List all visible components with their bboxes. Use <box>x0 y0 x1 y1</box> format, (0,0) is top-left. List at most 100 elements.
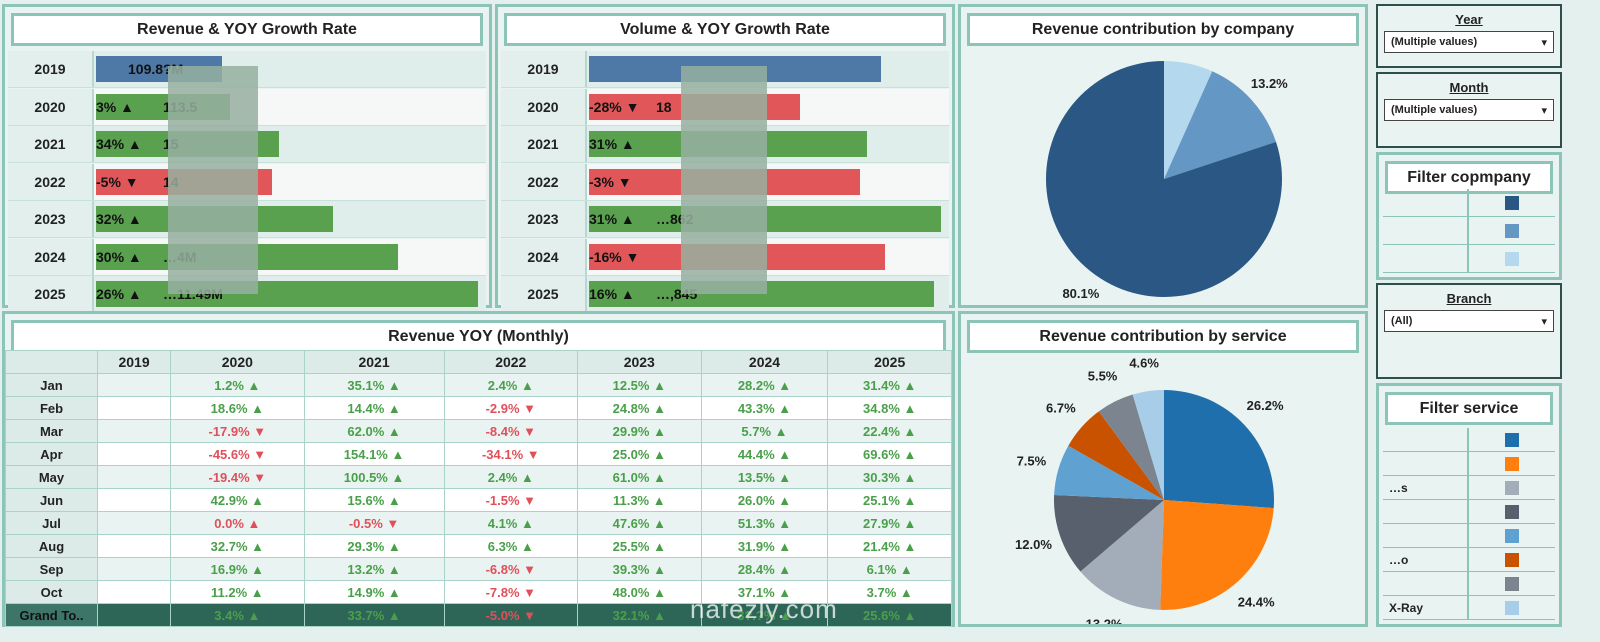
filter-legend-item[interactable] <box>1383 452 1555 476</box>
pie-slice[interactable] <box>1098 394 1164 500</box>
yoy-cell[interactable]: 61.0% ▲ <box>577 465 702 489</box>
yoy-cell[interactable]: 24.8% ▲ <box>577 396 702 420</box>
pie-slice[interactable] <box>1068 411 1164 500</box>
filter-legend-item[interactable] <box>1383 524 1555 548</box>
yoy-cell[interactable]: 0.0% ▲ <box>170 511 305 535</box>
filter-legend-item[interactable] <box>1383 500 1555 524</box>
yoy-cell[interactable]: 28.4% ▲ <box>700 557 829 581</box>
yoy-cell[interactable]: 31.9% ▲ <box>700 534 829 558</box>
yoy-cell[interactable]: 33.7% ▲ <box>303 603 445 627</box>
filter-legend-item[interactable] <box>1383 572 1555 596</box>
yoy-cell[interactable]: 51.3% ▲ <box>700 511 829 535</box>
yoy-cell[interactable] <box>96 534 172 558</box>
yoy-cell[interactable]: 2.4% ▲ <box>443 373 579 397</box>
yoy-cell[interactable]: -5.0% ▼ <box>443 603 579 627</box>
yoy-cell[interactable]: 44.4% ▲ <box>700 442 829 466</box>
pie-slice[interactable] <box>1046 61 1282 297</box>
yoy-cell[interactable]: -8.4% ▼ <box>443 419 579 443</box>
yoy-cell[interactable] <box>96 373 172 397</box>
yoy-cell[interactable]: 154.1% ▲ <box>303 442 445 466</box>
yoy-cell[interactable] <box>96 442 172 466</box>
yoy-cell[interactable]: 62.0% ▲ <box>303 419 445 443</box>
yoy-cell[interactable]: -45.6% ▼ <box>170 442 305 466</box>
yoy-cell[interactable]: 32.7% ▲ <box>170 534 305 558</box>
yoy-cell[interactable]: 48.0% ▲ <box>577 580 702 604</box>
yoy-cell[interactable]: 3.4% ▲ <box>170 603 305 627</box>
yoy-cell[interactable]: 1.2% ▲ <box>170 373 305 397</box>
yoy-cell[interactable] <box>96 465 172 489</box>
branch-dropdown[interactable]: (All) ▾ <box>1384 310 1554 332</box>
yoy-cell[interactable]: -34.1% ▼ <box>443 442 579 466</box>
filter-legend-item[interactable] <box>1383 217 1555 245</box>
yoy-cell[interactable]: 13.2% ▲ <box>303 557 445 581</box>
yoy-cell[interactable]: 11.3% ▲ <box>577 488 702 512</box>
pie-slice[interactable] <box>1054 445 1164 500</box>
yoy-cell[interactable] <box>96 419 172 443</box>
yoy-cell[interactable]: 16.9% ▲ <box>170 557 305 581</box>
yoy-cell[interactable]: 28.2% ▲ <box>700 373 829 397</box>
yoy-cell[interactable]: 25.0% ▲ <box>577 442 702 466</box>
yoy-cell[interactable] <box>96 511 172 535</box>
pie-slice[interactable] <box>1164 61 1213 179</box>
yoy-cell[interactable]: 47.6% ▲ <box>577 511 702 535</box>
yoy-cell[interactable]: 25.6% ▲ <box>827 603 952 627</box>
yoy-cell[interactable]: 18.6% ▲ <box>170 396 305 420</box>
yoy-cell[interactable]: -6.8% ▼ <box>443 557 579 581</box>
yoy-cell[interactable]: 100.5% ▲ <box>303 465 445 489</box>
yoy-cell[interactable]: -19.4% ▼ <box>170 465 305 489</box>
yoy-cell[interactable]: 6.3% ▲ <box>443 534 579 558</box>
yoy-cell[interactable]: 27.9% ▲ <box>827 511 952 535</box>
yoy-cell[interactable]: -7.8% ▼ <box>443 580 579 604</box>
yoy-cell[interactable]: 14.4% ▲ <box>303 396 445 420</box>
yoy-cell[interactable]: 22.4% ▲ <box>827 419 952 443</box>
filter-legend-item[interactable] <box>1383 189 1555 217</box>
yoy-cell[interactable] <box>96 603 172 627</box>
yoy-cell[interactable] <box>96 488 172 512</box>
filter-legend-item[interactable]: …o <box>1383 548 1555 572</box>
filter-legend-item[interactable] <box>1383 245 1555 273</box>
yoy-cell[interactable]: -0.5% ▼ <box>303 511 445 535</box>
filter-legend-item[interactable] <box>1383 428 1555 452</box>
yoy-cell[interactable]: 6.1% ▲ <box>827 557 952 581</box>
bar-row[interactable]: 2025 26% ▲ …11.49M <box>8 276 486 313</box>
yoy-cell[interactable]: 2.4% ▲ <box>443 465 579 489</box>
yoy-cell[interactable]: 42.9% ▲ <box>170 488 305 512</box>
yoy-cell[interactable] <box>96 580 172 604</box>
pie-slice[interactable] <box>1164 71 1276 179</box>
year-dropdown[interactable]: (Multiple values) ▾ <box>1384 31 1554 53</box>
yoy-cell[interactable]: 25.5% ▲ <box>577 534 702 558</box>
filter-legend-item[interactable]: X-Ray <box>1383 596 1555 620</box>
pie-slice[interactable] <box>1080 500 1164 610</box>
yoy-cell[interactable]: 3.7% ▲ <box>827 580 952 604</box>
yoy-cell[interactable] <box>96 557 172 581</box>
yoy-cell[interactable]: 32.1% ▲ <box>577 603 702 627</box>
yoy-cell[interactable]: 37.1% ▲ <box>700 580 829 604</box>
yoy-cell[interactable]: 35.1% ▲ <box>303 373 445 397</box>
month-dropdown[interactable]: (Multiple values) ▾ <box>1384 99 1554 121</box>
yoy-cell[interactable]: -2.9% ▼ <box>443 396 579 420</box>
yoy-cell[interactable]: 12.5% ▲ <box>577 373 702 397</box>
yoy-cell[interactable]: 29.3% ▲ <box>303 534 445 558</box>
yoy-cell[interactable]: 15.6% ▲ <box>303 488 445 512</box>
yoy-cell[interactable]: 11.2% ▲ <box>170 580 305 604</box>
yoy-cell[interactable]: 31.4% ▲ <box>827 373 952 397</box>
yoy-cell[interactable]: 69.6% ▲ <box>827 442 952 466</box>
yoy-cell[interactable]: 13.5% ▲ <box>700 465 829 489</box>
yoy-cell[interactable]: 30.3% ▲ <box>827 465 952 489</box>
filter-legend-item[interactable]: …s <box>1383 476 1555 500</box>
yoy-cell[interactable]: 29.9% ▲ <box>577 419 702 443</box>
yoy-cell[interactable]: -1.5% ▼ <box>443 488 579 512</box>
pie-slice[interactable] <box>1132 390 1164 500</box>
yoy-cell[interactable]: 39.3% ▲ <box>577 557 702 581</box>
yoy-cell[interactable]: 25.1% ▲ <box>827 488 952 512</box>
yoy-cell[interactable]: -17.9% ▼ <box>170 419 305 443</box>
pie-slice[interactable] <box>1054 494 1164 572</box>
pie-slice[interactable] <box>1164 390 1274 509</box>
yoy-cell[interactable] <box>96 396 172 420</box>
yoy-cell[interactable]: 14.9% ▲ <box>303 580 445 604</box>
yoy-cell[interactable]: 34.8% ▲ <box>827 396 952 420</box>
yoy-cell[interactable]: 5.7% ▲ <box>700 419 829 443</box>
yoy-cell[interactable]: 26.0% ▲ <box>700 488 829 512</box>
yoy-cell[interactable]: 43.3% ▲ <box>700 396 829 420</box>
yoy-cell[interactable]: 4.1% ▲ <box>443 511 579 535</box>
